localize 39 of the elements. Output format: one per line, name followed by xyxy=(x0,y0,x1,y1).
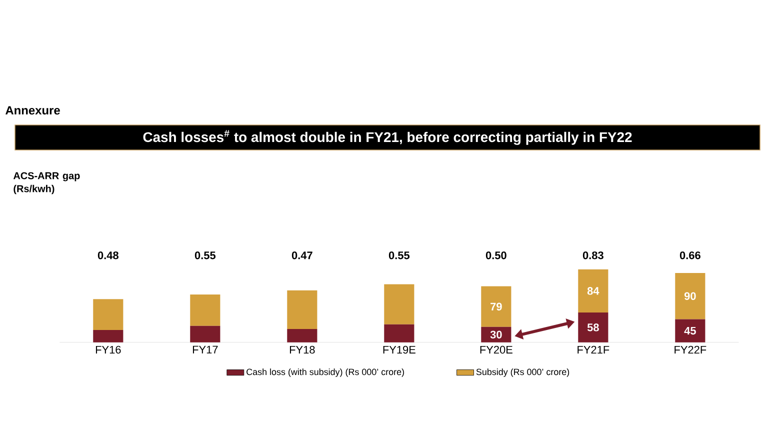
text: Annexure xyxy=(6,106,60,115)
bar xyxy=(93,330,124,342)
data-label: 30 xyxy=(490,330,502,339)
text: 0.83 xyxy=(582,251,604,260)
legend-label: Subsidy (Rs 000’ crore) xyxy=(476,368,570,377)
text: 0.55 xyxy=(388,251,410,260)
bar xyxy=(287,328,318,342)
bar xyxy=(481,326,512,342)
data-label: 84 xyxy=(587,287,600,295)
bar xyxy=(190,294,220,326)
bar xyxy=(384,284,414,324)
data-label: 58 xyxy=(587,324,599,332)
bar xyxy=(578,269,608,313)
text: 0.47 xyxy=(292,251,312,260)
text: ACS-ARR gap (Rs/kwh) xyxy=(13,172,80,194)
data-label: 90 xyxy=(684,292,696,300)
text: 0.50 xyxy=(486,251,506,260)
x-tick-label: FY19E xyxy=(383,346,416,354)
data-label: 45 xyxy=(684,326,696,335)
x-tick-label: FY22F xyxy=(674,346,706,354)
chart-title: Cash losses$^{#}$ to almost double in FY21, before correcting partially in FY22 xyxy=(143,130,632,145)
x-tick-label: FY18 xyxy=(290,346,315,354)
text: 0.48 xyxy=(98,251,118,260)
legend-label: Cash loss (with subsidy) (Rs 000’ crore) xyxy=(246,368,404,377)
bar xyxy=(675,319,706,342)
x-tick-label: FY17 xyxy=(192,346,218,354)
bar xyxy=(675,272,706,320)
x-tick-label: FY21F xyxy=(578,346,610,354)
bar xyxy=(384,324,414,342)
bar xyxy=(190,326,220,342)
bar xyxy=(93,299,124,330)
text: 0.66 xyxy=(680,251,700,260)
text: 0.55 xyxy=(194,251,216,260)
bar xyxy=(287,290,318,329)
data-label: 79 xyxy=(490,302,502,310)
x-tick-label: FY16 xyxy=(96,346,121,354)
bar xyxy=(578,312,608,342)
x-tick-label: FY20E xyxy=(480,346,512,354)
bar xyxy=(481,286,512,327)
